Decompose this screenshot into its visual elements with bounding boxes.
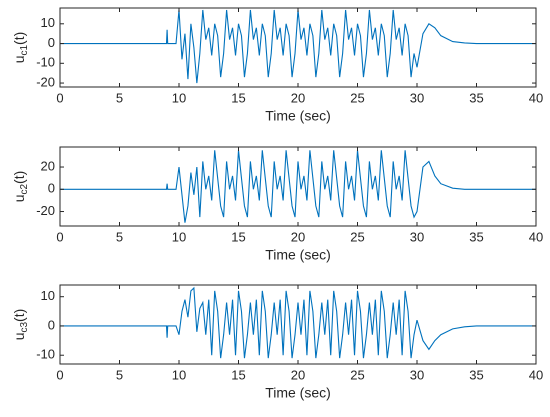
y-tick-label: 10 — [41, 288, 55, 303]
x-tick-label: 15 — [231, 90, 245, 105]
y-label-sub: c2 — [19, 183, 30, 194]
x-tick-label: 5 — [116, 367, 123, 382]
x-tick-label: 25 — [350, 229, 364, 244]
x-tick-label: 5 — [116, 229, 123, 244]
x-tick-label: 30 — [410, 90, 424, 105]
y-tick-label: -10 — [36, 55, 55, 70]
x-tick-label: 10 — [172, 229, 186, 244]
x-tick-label: 40 — [529, 367, 543, 382]
x-tick-label: 40 — [529, 229, 543, 244]
y-label-base: u — [11, 55, 27, 63]
y-tick-label: 0 — [48, 181, 55, 196]
x-tick-label: 0 — [56, 90, 63, 105]
y-tick-label: 10 — [41, 15, 55, 30]
line — [60, 286, 536, 359]
x-axis-label: Time (sec) — [265, 108, 331, 124]
y-label-base: u — [11, 194, 27, 202]
x-tick-label: 25 — [350, 90, 364, 105]
x-tick-label: 35 — [469, 90, 483, 105]
x-tick-label: 5 — [116, 90, 123, 105]
line — [60, 150, 536, 223]
axes-box — [59, 284, 537, 365]
y-tick-label: 0 — [48, 317, 55, 332]
x-axis-label: Time (sec) — [265, 385, 331, 401]
axes-box — [59, 146, 537, 227]
y-axis-label: uc1(t) — [11, 32, 30, 64]
x-tick-label: 10 — [172, 367, 186, 382]
x-tick-label: 15 — [231, 229, 245, 244]
line — [60, 9, 536, 84]
y-label-tail: (t) — [11, 171, 27, 184]
y-label-sub: c3 — [19, 321, 30, 332]
x-tick-label: 20 — [291, 229, 305, 244]
x-tick-label: 30 — [410, 367, 424, 382]
x-tick-label: 40 — [529, 90, 543, 105]
y-tick-label: -20 — [36, 203, 55, 218]
x-tick-label: 20 — [291, 90, 305, 105]
x-tick-label: 35 — [469, 367, 483, 382]
x-tick-label: 0 — [56, 367, 63, 382]
y-tick-label: -10 — [36, 347, 55, 362]
x-axis-label: Time (sec) — [265, 247, 331, 263]
x-tick-label: 10 — [172, 90, 186, 105]
x-tick-label: 25 — [350, 367, 364, 382]
y-label-tail: (t) — [11, 32, 27, 45]
y-axis-label: uc2(t) — [11, 171, 30, 203]
y-tick-label: 0 — [48, 35, 55, 50]
x-tick-label: 0 — [56, 229, 63, 244]
x-tick-label: 35 — [469, 229, 483, 244]
y-label-sub: c1 — [19, 44, 30, 55]
y-label-tail: (t) — [11, 309, 27, 322]
x-tick-label: 15 — [231, 367, 245, 382]
x-tick-label: 30 — [410, 229, 424, 244]
y-axis-label: uc3(t) — [11, 309, 30, 341]
y-tick-label: 20 — [41, 158, 55, 173]
y-tick-label: -20 — [36, 74, 55, 89]
x-tick-label: 20 — [291, 367, 305, 382]
axes-box — [59, 7, 537, 88]
y-label-base: u — [11, 332, 27, 340]
